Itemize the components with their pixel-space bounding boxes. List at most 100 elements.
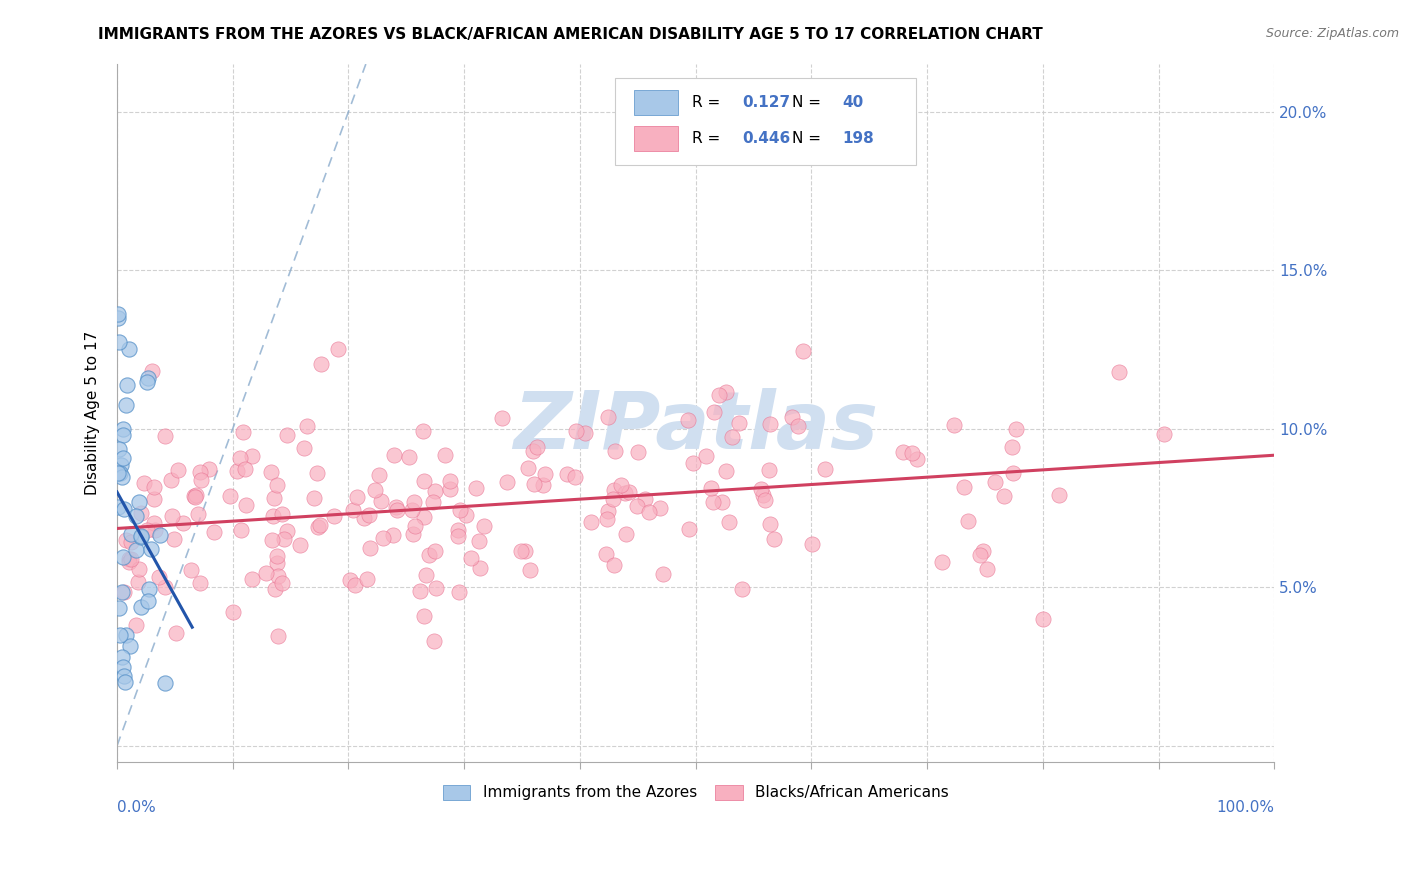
Point [112, 422, 135, 436]
Point [240, 573, 263, 587]
Point [187, 507, 209, 521]
Point [602, 558, 624, 572]
Point [1047, 488, 1070, 502]
Point [115, 533, 138, 548]
Point [596, 504, 619, 518]
Point [491, 410, 513, 425]
Point [1001, 440, 1024, 454]
Point [254, 566, 277, 580]
Point [371, 532, 394, 546]
Point [447, 584, 470, 599]
Point [792, 344, 814, 359]
Point [700, 481, 723, 495]
Point [555, 467, 578, 482]
Point [364, 483, 387, 498]
Point [610, 477, 633, 491]
Point [235, 498, 257, 512]
Point [801, 537, 824, 551]
Text: IMMIGRANTS FROM THE AZORES VS BLACK/AFRICAN AMERICAN DISABILITY AGE 5 TO 17 CORR: IMMIGRANTS FROM THE AZORES VS BLACK/AFRI… [98, 27, 1043, 42]
Point [186, 488, 208, 502]
Point [143, 523, 166, 537]
Point [112, 450, 135, 465]
Point [167, 463, 190, 477]
Point [564, 469, 586, 483]
Text: 198: 198 [842, 131, 875, 146]
Point [602, 492, 624, 507]
Point [112, 585, 135, 599]
Point [111, 549, 134, 564]
Point [595, 547, 617, 561]
Point [526, 440, 548, 454]
Point [464, 481, 486, 495]
Point [149, 528, 172, 542]
Point [496, 475, 519, 489]
Point [188, 465, 211, 479]
Point [153, 429, 176, 443]
Point [295, 419, 318, 434]
Point [129, 530, 152, 544]
Point [125, 618, 148, 632]
Point [754, 493, 776, 508]
Point [276, 428, 298, 442]
Point [346, 491, 368, 505]
Point [120, 527, 142, 541]
Point [574, 425, 596, 440]
Point [385, 500, 408, 515]
Point [387, 503, 409, 517]
Point [160, 509, 183, 524]
Point [953, 480, 976, 494]
Point [409, 583, 432, 598]
Point [619, 484, 641, 499]
Point [709, 388, 731, 402]
Point [111, 470, 134, 484]
Point [993, 489, 1015, 503]
Point [523, 477, 546, 491]
Point [510, 543, 533, 558]
FancyBboxPatch shape [614, 78, 915, 165]
Point [931, 556, 953, 570]
Point [1005, 422, 1028, 436]
Point [519, 564, 541, 578]
Point [308, 518, 330, 533]
Point [328, 343, 350, 357]
Point [118, 343, 141, 357]
Point [179, 562, 201, 576]
Point [447, 523, 470, 537]
Point [198, 462, 221, 476]
Point [222, 605, 245, 619]
Point [115, 398, 138, 412]
Point [260, 533, 283, 548]
Point [425, 581, 447, 595]
Point [110, 628, 132, 642]
Point [787, 419, 810, 434]
Point [404, 518, 426, 533]
Point [579, 515, 602, 529]
Point [266, 557, 288, 571]
Point [136, 523, 159, 537]
Point [153, 676, 176, 690]
Point [108, 335, 131, 350]
Point [129, 529, 152, 543]
Point [412, 608, 434, 623]
Point [401, 503, 423, 517]
Point [634, 491, 657, 506]
Point [108, 466, 131, 480]
Point [108, 600, 131, 615]
Text: 0.127: 0.127 [742, 95, 790, 110]
Point [226, 464, 249, 478]
Point [110, 650, 132, 665]
Point [322, 508, 344, 523]
Point [969, 548, 991, 562]
Point [240, 449, 263, 463]
Point [598, 409, 620, 424]
Point [309, 357, 332, 371]
Point [120, 552, 142, 566]
Text: R =: R = [692, 131, 725, 146]
Point [891, 445, 914, 459]
Text: N =: N = [792, 95, 825, 110]
Point [165, 626, 187, 640]
Point [714, 464, 737, 478]
Point [117, 555, 139, 569]
Point [202, 524, 225, 539]
Point [267, 569, 290, 583]
